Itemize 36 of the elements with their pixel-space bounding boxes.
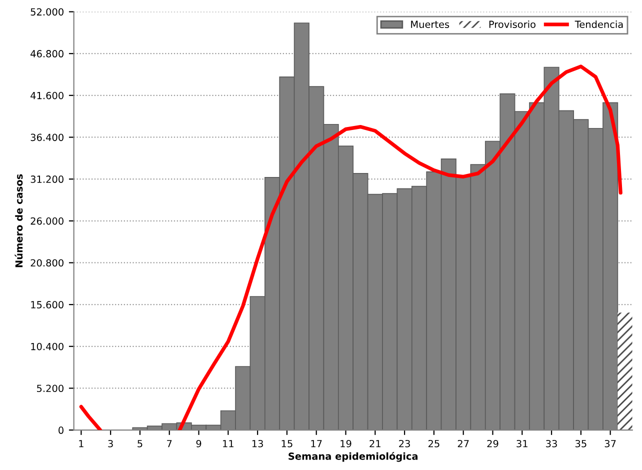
y-tick-label: 36.400	[30, 134, 64, 142]
x-tick-label: 25	[428, 440, 440, 448]
x-tick-label: 33	[546, 440, 557, 448]
x-axis-title: Semana epidemiológica	[288, 452, 418, 462]
x-tick-label: 11	[223, 440, 234, 448]
legend-label: Provisorio	[489, 20, 536, 28]
y-tick-label: 20.800	[30, 259, 64, 267]
x-tick-label: 31	[516, 440, 528, 448]
legend-label: Tendencia	[574, 20, 623, 28]
x-tick-label: 5	[138, 440, 142, 448]
y-tick-label: 26.000	[30, 217, 64, 225]
x-tick-label: 19	[340, 440, 352, 448]
x-tick-label: 13	[252, 440, 263, 448]
x-tick-label: 21	[370, 440, 380, 448]
y-tick-label: 41.600	[30, 92, 64, 100]
y-tick-label: 31.200	[30, 176, 64, 183]
x-tick-label: 15	[282, 440, 292, 448]
y-tick-label: 0	[58, 426, 64, 434]
y-tick-label: 15.600	[31, 301, 64, 308]
x-tick-label: 35	[575, 440, 586, 448]
x-tick-label: 37	[604, 440, 616, 448]
y-tick-label: 10.400	[31, 342, 64, 350]
y-tick-label: 52.000	[30, 8, 64, 16]
x-tick-label: 27	[458, 440, 469, 448]
bar	[618, 312, 632, 430]
x-tick-label: 1	[79, 440, 84, 448]
x-tick-label: 3	[108, 440, 113, 448]
y-tick-label: 46.800	[30, 50, 64, 58]
y-axis-title: Número de casos	[14, 174, 23, 268]
x-tick-label: 29	[487, 440, 498, 448]
legend-label: Muertes	[411, 20, 450, 28]
y-tick-label: 5.200	[37, 384, 64, 392]
x-tick-label: 7	[167, 440, 172, 448]
x-tick-label: 23	[399, 440, 410, 448]
x-tick-label: 9	[196, 440, 202, 448]
x-tick-label: 17	[311, 440, 322, 448]
